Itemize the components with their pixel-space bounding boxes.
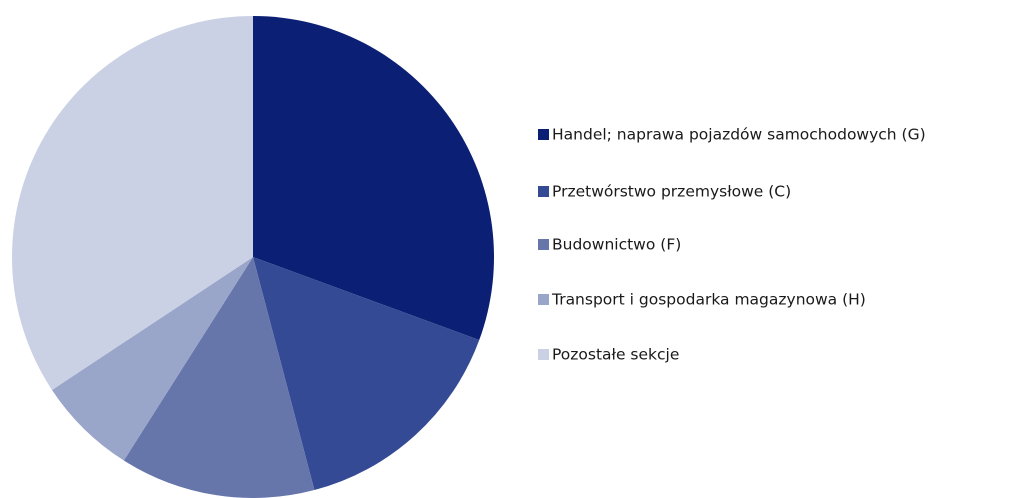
pie-slice <box>253 257 480 491</box>
legend-swatch <box>538 349 549 360</box>
pie-slice <box>51 257 254 461</box>
legend-label: Przetwórstwo przemysłowe (C) <box>552 183 791 201</box>
legend-label: Transport i gospodarka magazynowa (H) <box>551 291 866 309</box>
legend-swatch <box>538 186 549 197</box>
legend-label: Budownictwo (F) <box>552 236 681 254</box>
pie-slice <box>253 16 495 341</box>
legend-swatch <box>538 239 549 250</box>
pie-slice <box>11 16 254 390</box>
legend-swatch <box>538 129 549 140</box>
pie-slice <box>123 257 315 498</box>
legend-label: Handel; naprawa pojazdów samochodowych (… <box>552 126 926 144</box>
legend-swatch <box>538 294 549 305</box>
legend-label: Pozostałe sekcje <box>552 346 679 364</box>
